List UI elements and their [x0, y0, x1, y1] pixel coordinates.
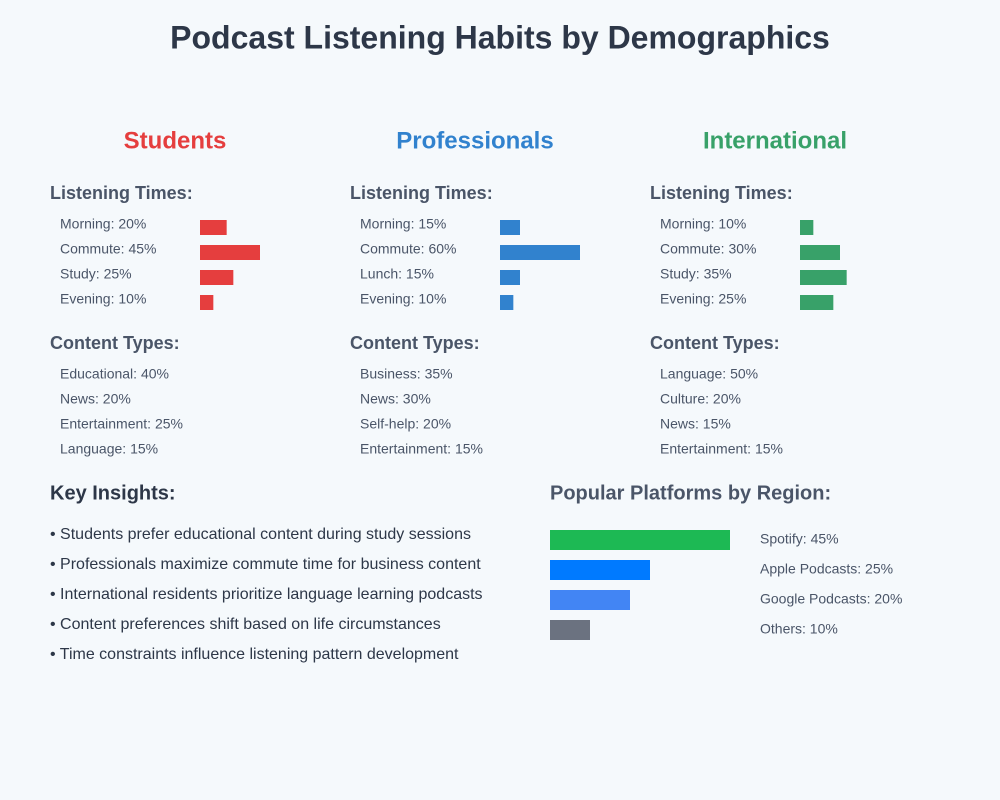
insight: • Professionals maximize commute time fo…: [50, 556, 481, 573]
time-label: Commute: 45%: [60, 241, 156, 257]
section-heading: Listening Times:: [650, 183, 793, 203]
group-heading: Students: [124, 127, 227, 154]
insight: • International residents prioritize lan…: [50, 586, 483, 603]
time-bar: [200, 245, 260, 260]
platform-bar: [550, 620, 590, 640]
time-label: Morning: 15%: [360, 216, 446, 232]
content-label: Culture: 20%: [660, 391, 741, 407]
section-heading: Listening Times:: [50, 183, 193, 203]
time-label: Evening: 10%: [360, 291, 446, 307]
group-heading: Professionals: [396, 127, 553, 154]
platform-bar: [550, 560, 650, 580]
time-label: Commute: 60%: [360, 241, 456, 257]
time-label: Evening: 25%: [660, 291, 746, 307]
content-label: Language: 50%: [660, 366, 758, 382]
platform-bar: [550, 530, 730, 550]
insights-heading: Key Insights:: [50, 482, 176, 504]
section-heading: Content Types:: [650, 333, 780, 353]
time-bar: [800, 220, 814, 235]
time-label: Evening: 10%: [60, 291, 146, 307]
time-bar: [800, 295, 834, 310]
insight: • Students prefer educational content du…: [50, 526, 471, 543]
time-bar: [200, 220, 227, 235]
time-label: Commute: 30%: [660, 241, 756, 257]
content-label: Language: 15%: [60, 441, 158, 457]
insight: • Content preferences shift based on lif…: [50, 616, 441, 633]
content-label: News: 15%: [660, 416, 731, 432]
section-heading: Content Types:: [350, 333, 480, 353]
content-label: News: 20%: [60, 391, 131, 407]
insight: • Time constraints influence listening p…: [50, 646, 459, 663]
time-bar: [500, 270, 520, 285]
platform-label: Others: 10%: [760, 621, 838, 637]
group-heading: International: [703, 127, 847, 154]
content-label: Entertainment: 15%: [360, 441, 483, 457]
platform-label: Spotify: 45%: [760, 531, 839, 547]
platform-label: Google Podcasts: 20%: [760, 591, 902, 607]
platforms-heading: Popular Platforms by Region:: [550, 482, 831, 504]
content-label: Entertainment: 15%: [660, 441, 783, 457]
time-label: Morning: 20%: [60, 216, 146, 232]
time-bar: [200, 295, 214, 310]
platform-label: Apple Podcasts: 25%: [760, 561, 893, 577]
time-bar: [800, 270, 847, 285]
time-bar: [800, 245, 840, 260]
title: Podcast Listening Habits by Demographics: [170, 19, 830, 55]
content-label: Entertainment: 25%: [60, 416, 183, 432]
platform-bar: [550, 590, 630, 610]
section-heading: Listening Times:: [350, 183, 493, 203]
time-bar: [500, 245, 580, 260]
content-label: Self-help: 20%: [360, 416, 451, 432]
time-label: Lunch: 15%: [360, 266, 434, 282]
time-bar: [500, 295, 514, 310]
content-label: News: 30%: [360, 391, 431, 407]
time-bar: [200, 270, 234, 285]
time-bar: [500, 220, 520, 235]
time-label: Study: 25%: [60, 266, 132, 282]
section-heading: Content Types:: [50, 333, 180, 353]
content-label: Educational: 40%: [60, 366, 169, 382]
time-label: Study: 35%: [660, 266, 732, 282]
content-label: Business: 35%: [360, 366, 453, 382]
time-label: Morning: 10%: [660, 216, 746, 232]
